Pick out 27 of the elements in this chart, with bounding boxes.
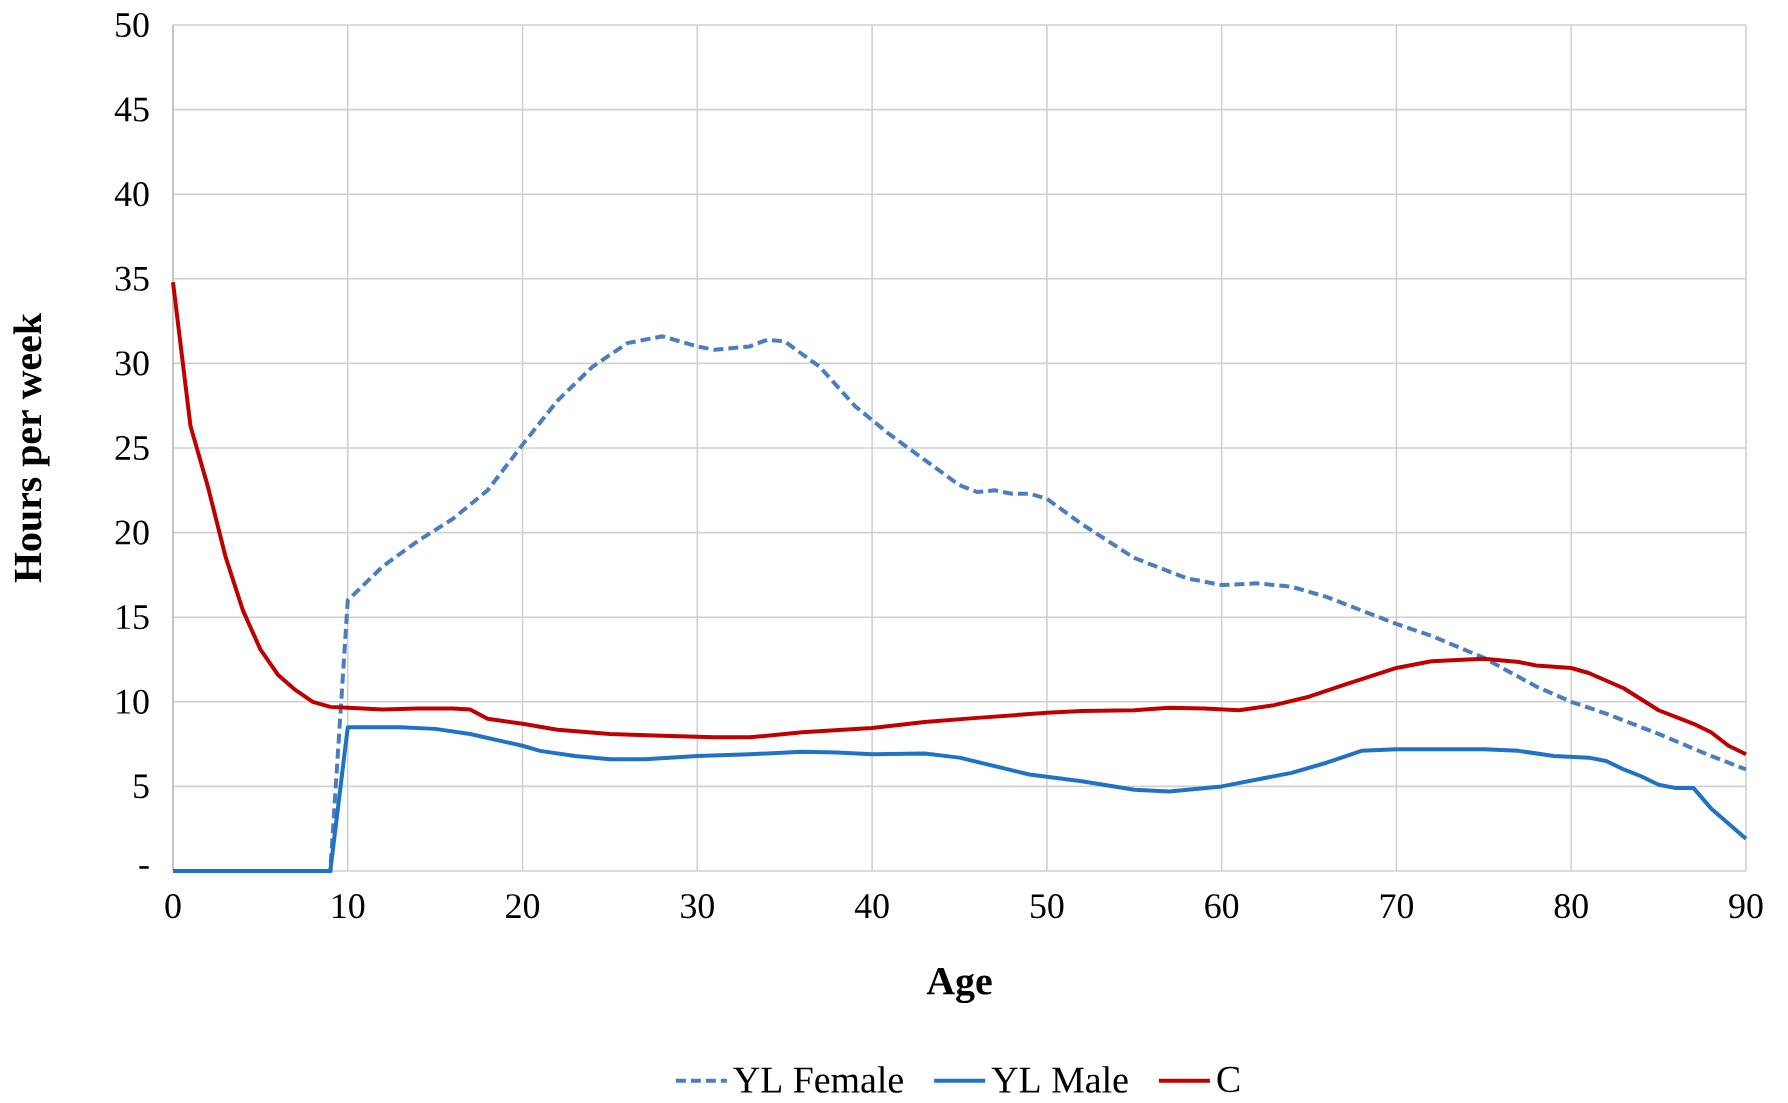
y-tick-label: 50: [116, 12, 149, 38]
x-tick-label: 30: [681, 894, 714, 919]
x-tick-label: 50: [1031, 894, 1064, 919]
y-tick-label: 20: [115, 520, 149, 545]
y-tick-label: 30: [115, 351, 149, 376]
x-tick-label: 70: [1380, 894, 1413, 919]
legend-label: YL Male: [991, 1066, 1128, 1093]
x-tick-label: 80: [1554, 894, 1588, 919]
x-tick-label: 10: [333, 894, 365, 919]
y-tick-label: 5: [134, 774, 149, 799]
x-tick-label: 0: [165, 894, 181, 919]
x-tick-label: 40: [854, 894, 889, 919]
line-series: [171, 280, 1748, 757]
y-tick-label: 10: [117, 689, 149, 714]
legend-label: C: [1217, 1066, 1240, 1093]
x-axis-title: Age: [926, 967, 992, 1004]
x-tick-label: 90: [1729, 894, 1763, 919]
y-tick-label: -: [139, 866, 149, 869]
x-tick-label: 20: [506, 894, 540, 919]
y-tick-label: 40: [114, 182, 149, 207]
x-tick-label: 60: [1205, 894, 1239, 919]
y-axis-title: Hours per week: [13, 313, 50, 583]
y-tick-label: 15: [117, 605, 149, 630]
y-tick-label: 25: [115, 435, 149, 461]
legend-label: YL Female: [733, 1066, 903, 1093]
y-tick-label: 45: [114, 97, 149, 122]
y-tick-label: 35: [115, 266, 149, 291]
